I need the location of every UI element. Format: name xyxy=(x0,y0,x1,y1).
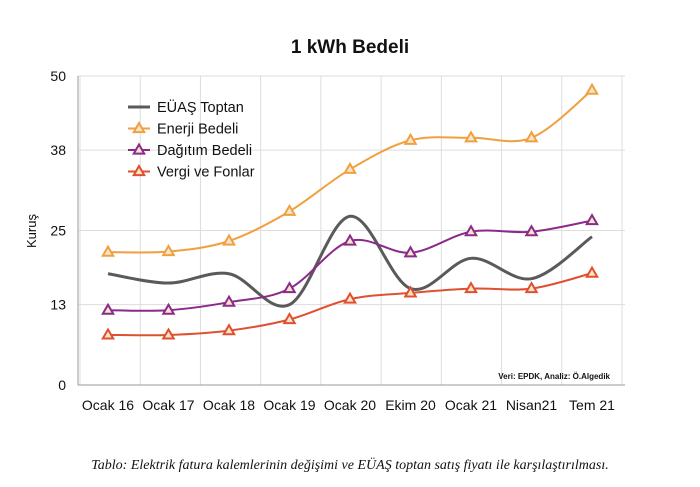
y-tick-label: 0 xyxy=(58,377,66,393)
data-point xyxy=(101,327,115,340)
series-e-a-toptan xyxy=(107,214,593,308)
x-tick-label: Ocak 18 xyxy=(203,397,255,413)
x-tick-label: Tem 21 xyxy=(569,397,615,413)
data-point xyxy=(585,82,599,95)
data-point xyxy=(222,323,236,336)
chart-title: 1 kWh Bedeli xyxy=(291,37,409,58)
data-point xyxy=(464,281,478,294)
legend-label: Vergi ve Fonlar xyxy=(157,165,255,181)
data-point xyxy=(343,161,357,174)
data-point xyxy=(282,311,297,325)
legend-marker xyxy=(132,142,146,155)
x-tick-label: Ekim 20 xyxy=(385,397,436,413)
data-point xyxy=(524,224,539,237)
legend-marker xyxy=(132,120,146,134)
data-point xyxy=(464,224,478,237)
source-note: Veri: EPDK, Analiz: Ö.Algedik xyxy=(498,372,610,381)
legend-marker xyxy=(132,163,146,177)
legend-label: EÜAŞ Toptan xyxy=(157,98,244,116)
figure-caption: Tablo: Elektrik fatura kalemlerinin deği… xyxy=(91,458,609,473)
data-point xyxy=(403,245,418,258)
x-tick-label: Ocak 19 xyxy=(263,397,315,413)
x-tick-label: Ocak 16 xyxy=(82,397,134,413)
data-point xyxy=(524,281,539,294)
series-line xyxy=(107,214,593,308)
legend-label: Enerji Bedeli xyxy=(157,122,238,138)
legend: EÜAŞ Toptan Enerji Bedeli Dağıtım Bedeli Ve… xyxy=(128,98,255,181)
x-tick-label: Nisan21 xyxy=(506,397,558,413)
y-tick-label: 38 xyxy=(50,142,66,158)
data-point xyxy=(464,130,478,143)
y-tick-label: 25 xyxy=(50,223,66,239)
data-point xyxy=(403,132,418,145)
data-point xyxy=(343,291,357,304)
series-enerji-bedeli xyxy=(101,82,599,257)
data-point xyxy=(585,213,599,226)
x-axis-ticks: Ocak 16 Ocak 17 Ocak 18 Ocak 19 Ocak 20 Ekim … xyxy=(82,397,615,413)
x-tick-label: Ocak 21 xyxy=(445,397,497,413)
data-point xyxy=(343,233,357,246)
data-point xyxy=(101,302,115,315)
series-vergi-ve-fonlar xyxy=(101,265,599,340)
x-tick-label: Ocak 20 xyxy=(324,397,376,413)
data-point xyxy=(161,244,176,257)
data-point xyxy=(161,302,176,315)
data-point xyxy=(403,285,418,298)
series-group xyxy=(101,82,599,340)
y-axis-label: Kuruş xyxy=(24,214,39,248)
data-point xyxy=(282,203,297,216)
y-axis-ticks: 0 13 25 38 50 xyxy=(50,68,66,393)
data-point xyxy=(222,294,236,307)
y-tick-label: 50 xyxy=(50,68,66,84)
x-tick-label: Ocak 17 xyxy=(142,397,194,413)
data-point xyxy=(282,281,297,294)
data-point xyxy=(222,233,236,246)
y-tick-label: 13 xyxy=(50,297,66,313)
data-point xyxy=(585,265,599,278)
data-point xyxy=(161,327,176,340)
legend-label: Dağıtım Bedeli xyxy=(157,143,252,159)
data-point xyxy=(101,244,115,257)
data-point xyxy=(524,130,539,143)
series-da-t-m-bedeli xyxy=(101,213,599,315)
